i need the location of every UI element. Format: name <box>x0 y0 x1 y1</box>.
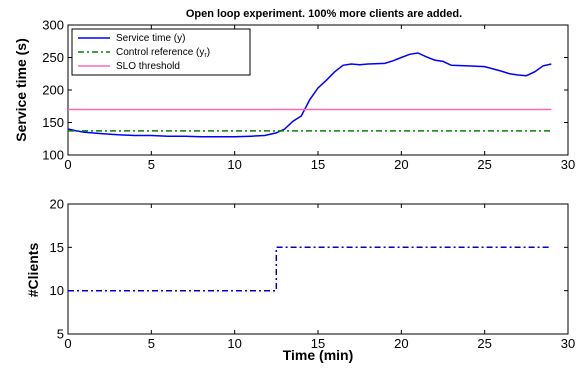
x-tick-label: 20 <box>394 336 408 351</box>
legend-entry-service: Service time (y) <box>116 33 185 44</box>
x-tick-label: 15 <box>311 336 325 351</box>
legend-control-main: Control reference (y <box>116 47 204 58</box>
y-tick-label: 200 <box>42 83 64 98</box>
x-tick-label: 0 <box>64 336 71 351</box>
x-tick-label: 10 <box>227 336 241 351</box>
x-tick-label: 15 <box>311 157 325 172</box>
y-ticks-top: 100 150 200 250 300 <box>42 18 568 163</box>
x-tick-label: 5 <box>148 157 155 172</box>
x-tick-label: 25 <box>477 336 491 351</box>
y-axis-label-top: Service time (s) <box>13 38 29 142</box>
x-tick-label: 10 <box>227 157 241 172</box>
series-line-service <box>67 52 552 138</box>
x-tick-label: 0 <box>64 157 71 172</box>
legend-entry-slo: SLO threshold <box>116 61 180 72</box>
series-group-bottom <box>68 246 552 292</box>
legend-control-end: ) <box>207 47 210 58</box>
y-tick-label: 20 <box>50 197 64 212</box>
service-time-chart: Open loop experiment. 100% more clients … <box>13 8 575 172</box>
legend-entry-control: Control reference (yr) <box>116 47 210 59</box>
y-tick-label: 250 <box>42 50 64 65</box>
y-tick-label: 10 <box>50 283 64 298</box>
x-tick-label: 25 <box>477 157 491 172</box>
y-tick-label: 5 <box>57 327 64 342</box>
y-tick-label: 15 <box>50 240 64 255</box>
series-line-bottom-0 <box>68 246 552 292</box>
y-ticks-bottom: 5 10 15 20 <box>50 197 568 342</box>
x-ticks-bottom: 0 5 10 15 20 25 30 <box>64 204 575 351</box>
x-tick-label: 5 <box>148 336 155 351</box>
x-tick-label: 20 <box>394 157 408 172</box>
y-tick-label: 150 <box>42 115 64 130</box>
legend-control-subscript: r <box>204 52 207 59</box>
chart-title: Open loop experiment. 100% more clients … <box>186 8 462 20</box>
y-axis-label-bottom: #Clients <box>25 243 41 298</box>
y-tick-label: 300 <box>42 18 64 33</box>
plot-area-bottom <box>67 203 569 335</box>
y-tick-label: 100 <box>42 148 64 163</box>
x-ticks-top: 0 5 10 15 20 25 30 <box>64 25 575 172</box>
x-tick-label: 30 <box>561 157 575 172</box>
series-group-top <box>67 52 552 138</box>
legend: Service time (y) Control reference (yr) … <box>71 28 251 76</box>
x-tick-label: 30 <box>561 336 575 351</box>
x-axis-label: Time (min) <box>283 347 354 363</box>
